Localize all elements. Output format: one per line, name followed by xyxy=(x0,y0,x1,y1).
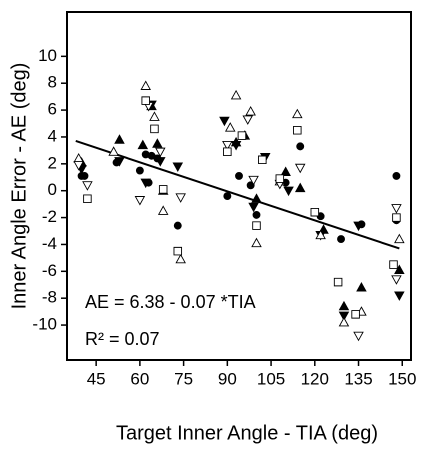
data-point xyxy=(392,213,401,222)
data-point xyxy=(135,166,144,175)
y-tick-label: 6 xyxy=(48,100,57,119)
y-tick-label: 0 xyxy=(48,180,57,199)
data-point xyxy=(292,108,303,119)
data-point xyxy=(82,181,93,191)
y-tick-label: -4 xyxy=(42,234,57,253)
y-tick-label: 10 xyxy=(38,46,57,65)
y-tick-label: -6 xyxy=(42,261,57,280)
y-tick-label: -8 xyxy=(42,288,57,307)
x-tick-label: 45 xyxy=(87,369,106,388)
data-point xyxy=(230,89,242,100)
data-point xyxy=(394,264,405,275)
y-tick-label: 2 xyxy=(48,153,57,172)
data-point xyxy=(275,174,285,183)
data-point xyxy=(172,162,184,172)
data-point xyxy=(315,229,326,240)
data-point xyxy=(242,115,254,125)
x-tick-label: 75 xyxy=(174,369,193,388)
data-point xyxy=(252,221,261,230)
data-point xyxy=(338,316,350,327)
data-point xyxy=(245,106,256,116)
data-point xyxy=(223,147,232,156)
data-point xyxy=(140,80,151,90)
x-tick-label: 150 xyxy=(388,369,416,388)
data-point xyxy=(230,140,242,151)
data-point xyxy=(222,140,233,151)
data-point xyxy=(353,331,364,342)
data-point xyxy=(391,204,402,214)
data-point xyxy=(251,237,262,248)
data-point xyxy=(114,157,125,167)
y-axis-label: Inner Angle Error - AE (deg) xyxy=(8,63,30,310)
data-point xyxy=(80,171,89,180)
data-point xyxy=(149,111,160,121)
data-point xyxy=(152,138,163,148)
y-tick-label: 4 xyxy=(48,126,57,145)
data-point xyxy=(140,178,151,189)
data-point xyxy=(83,194,92,204)
data-point xyxy=(389,260,398,269)
r-squared: R² = 0.07 xyxy=(85,329,160,349)
data-point xyxy=(134,196,146,206)
data-point xyxy=(280,166,291,176)
data-point xyxy=(252,210,261,219)
x-tick-label: 135 xyxy=(344,369,372,388)
data-point xyxy=(337,235,345,244)
data-point xyxy=(394,291,405,301)
data-point xyxy=(248,175,259,186)
data-point xyxy=(173,246,183,256)
data-point xyxy=(246,181,255,190)
data-point xyxy=(294,163,306,174)
data-point xyxy=(173,221,182,230)
data-point xyxy=(73,161,84,171)
data-point xyxy=(353,221,364,232)
equation: AE = 6.38 - 0.07 *TIA xyxy=(85,292,256,312)
data-point xyxy=(237,131,247,140)
data-point xyxy=(296,142,305,151)
data-point xyxy=(114,134,125,144)
data-point xyxy=(294,182,306,193)
data-point xyxy=(150,124,159,134)
data-point xyxy=(157,205,169,215)
data-point xyxy=(235,171,243,180)
data-point xyxy=(155,157,166,167)
data-point xyxy=(258,155,267,165)
y-tick-label: 8 xyxy=(48,73,57,92)
x-tick-label: 60 xyxy=(130,369,149,388)
x-tick-label: 90 xyxy=(218,369,237,388)
x-tick-label: 105 xyxy=(257,369,285,388)
data-point xyxy=(155,147,166,158)
data-point xyxy=(356,282,367,292)
data-point xyxy=(351,310,360,319)
data-point xyxy=(175,253,186,264)
data-point xyxy=(338,300,350,311)
data-point xyxy=(391,275,402,285)
x-tick-label: 120 xyxy=(301,369,329,388)
data-point xyxy=(283,186,294,197)
data-point xyxy=(338,311,350,322)
data-point xyxy=(137,139,149,150)
data-point xyxy=(219,116,230,127)
fit-line xyxy=(75,140,400,250)
data-point xyxy=(392,171,401,180)
data-point xyxy=(248,202,259,213)
data-point xyxy=(108,146,119,156)
data-point xyxy=(333,277,343,287)
data-point xyxy=(394,233,405,244)
y-tick-label: -10 xyxy=(32,315,57,334)
plot-frame xyxy=(66,11,412,361)
data-point xyxy=(223,192,232,201)
data-point xyxy=(293,125,302,135)
data-point xyxy=(224,122,236,132)
data-point xyxy=(141,96,150,105)
x-axis-label: Target Inner Angle - TIA (deg) xyxy=(116,422,378,444)
y-tick-label: -2 xyxy=(42,207,57,226)
data-point xyxy=(175,193,186,203)
data-point xyxy=(251,193,262,203)
data-point xyxy=(158,185,168,194)
data-point xyxy=(310,207,320,217)
